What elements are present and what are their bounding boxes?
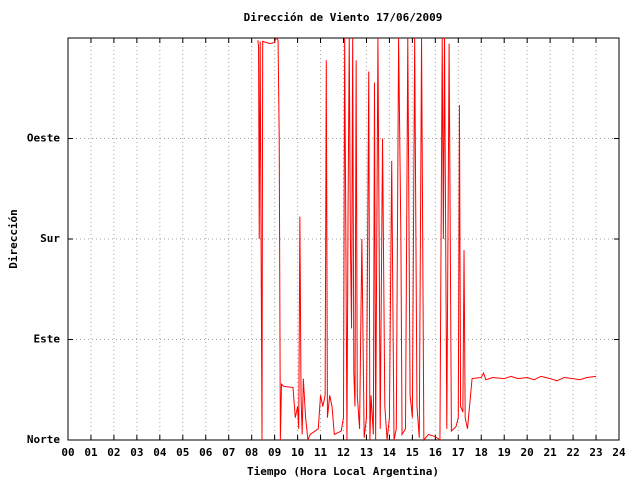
y-tick-label: Sur [40, 232, 60, 245]
x-tick-label: 21 [544, 446, 558, 459]
x-tick-label: 17 [452, 446, 465, 459]
x-tick-label: 09 [268, 446, 281, 459]
chart-title: Dirección de Viento 17/06/2009 [244, 11, 443, 24]
plot-frame [67, 37, 620, 441]
x-tick-label: 18 [475, 446, 488, 459]
x-tick-label: 05 [176, 446, 189, 459]
x-tick-label: 15 [406, 446, 419, 459]
y-tick-label: Norte [27, 433, 60, 446]
x-tick-label: 01 [84, 446, 98, 459]
x-tick-label: 14 [383, 446, 397, 459]
y-tick-label: Este [34, 333, 61, 346]
x-tick-label: 23 [589, 446, 602, 459]
x-tick-label: 06 [199, 446, 213, 459]
x-tick-label: 07 [222, 446, 235, 459]
x-tick-label: 24 [612, 446, 626, 459]
y-tick-label: Oeste [27, 132, 60, 145]
x-tick-label: 00 [61, 446, 74, 459]
x-tick-label: 11 [314, 446, 328, 459]
x-tick-label: 10 [291, 446, 304, 459]
x-tick-label: 20 [521, 446, 534, 459]
data-line [257, 37, 597, 442]
x-tick-label: 19 [498, 446, 511, 459]
x-axis-label: Tiempo (Hora Local Argentina) [247, 465, 439, 478]
x-tick-label: 22 [566, 446, 579, 459]
x-tick-label: 08 [245, 446, 258, 459]
x-tick-label: 02 [107, 446, 120, 459]
x-tick-label: 04 [153, 446, 167, 459]
y-axis-label: Dirección [7, 209, 20, 269]
x-tick-label: 16 [429, 446, 443, 459]
x-tick-label: 03 [130, 446, 143, 459]
x-tick-label: 13 [360, 446, 373, 459]
x-tick-label: 12 [337, 446, 350, 459]
